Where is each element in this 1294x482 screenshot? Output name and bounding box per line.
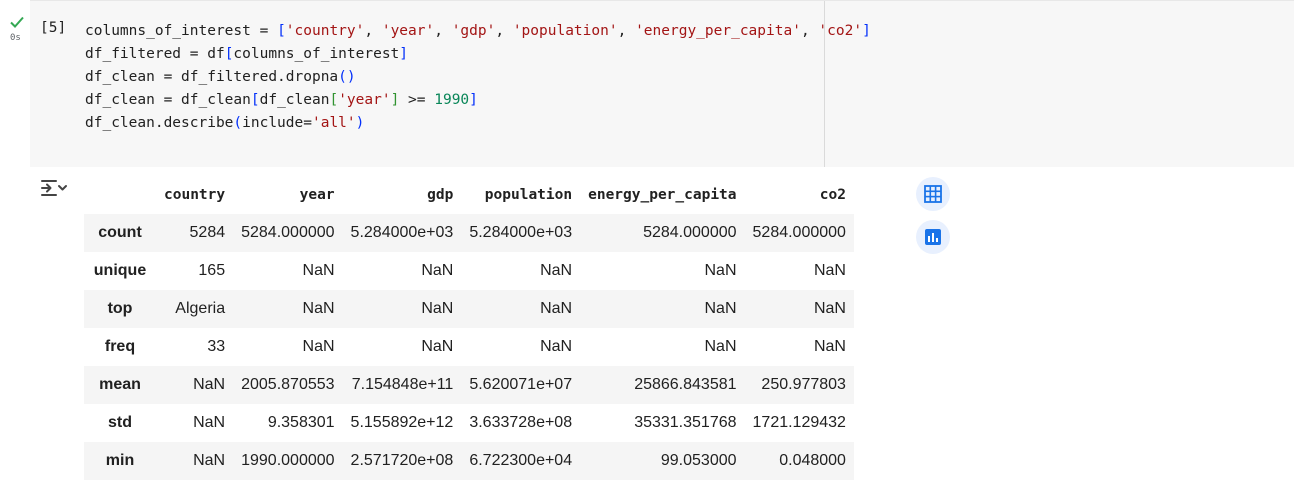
table-cell: 2005.870553 <box>241 376 335 393</box>
table-cell: NaN <box>193 452 226 469</box>
table-cell: NaN <box>193 414 226 431</box>
output-toggle-icon[interactable] <box>39 176 69 200</box>
table-row: std NaN 9.358301 5.155892e+12 3.633728e+… <box>84 404 854 442</box>
column-header: country <box>164 187 226 203</box>
code-line-5: df_clean.describe(include='all') <box>85 115 365 131</box>
table-cell: NaN <box>302 338 335 355</box>
table-cell: 6.722300e+04 <box>469 452 573 469</box>
column-header: gdp <box>427 187 454 203</box>
execution-count: [5] <box>40 20 67 36</box>
table-cell: NaN <box>421 262 454 279</box>
table-cell: 3.633728e+08 <box>469 414 573 431</box>
table-cell: 99.053000 <box>660 452 737 469</box>
row-label: count <box>98 224 142 241</box>
header-row: country year gdp population energy_per_c… <box>84 176 854 214</box>
check-icon <box>10 16 24 28</box>
row-label: std <box>108 414 132 431</box>
column-header: co2 <box>819 187 846 203</box>
table-cell: NaN <box>704 338 737 355</box>
table-cell: 0.048000 <box>779 452 846 469</box>
table-cell: 5.155892e+12 <box>350 414 454 431</box>
column-header: energy_per_capita <box>588 187 737 203</box>
table-cell: NaN <box>421 300 454 317</box>
table-cell: NaN <box>540 262 573 279</box>
table-cell: NaN <box>421 338 454 355</box>
convert-to-interactive-table-button[interactable] <box>916 177 950 211</box>
code-line-4: df_clean = df_clean[df_clean['year'] >= … <box>85 92 478 108</box>
table-cell: 5.620071e+07 <box>469 376 573 393</box>
row-label: min <box>105 452 135 469</box>
table-cell: NaN <box>302 300 335 317</box>
table-row: top Algeria NaN NaN NaN NaN NaN <box>84 290 854 328</box>
row-label: mean <box>99 376 141 393</box>
row-label: freq <box>104 338 136 355</box>
table-row: unique 165 NaN NaN NaN NaN NaN <box>84 252 854 290</box>
table-cell: 5284.000000 <box>241 224 335 241</box>
table-cell: 1721.129432 <box>752 414 846 431</box>
table-cell: NaN <box>704 262 737 279</box>
table-cell: 33 <box>207 338 226 355</box>
suggest-charts-button[interactable] <box>916 220 950 254</box>
table-cell: Algeria <box>175 300 226 317</box>
table-cell: 1990.000000 <box>241 452 335 469</box>
table-cell: 7.154848e+11 <box>351 376 454 393</box>
table-cell: NaN <box>540 300 573 317</box>
table-cell: NaN <box>813 262 846 279</box>
table-cell: NaN <box>813 300 846 317</box>
table-cell: NaN <box>540 338 573 355</box>
line-length-ruler <box>824 1 825 167</box>
table-cell: NaN <box>704 300 737 317</box>
code-line-3: df_clean = df_filtered.dropna() <box>85 69 356 85</box>
dataframe-output: country year gdp population energy_per_c… <box>84 176 854 480</box>
table-cell: 5284.000000 <box>643 224 737 241</box>
table-cell: 5.284000e+03 <box>350 224 454 241</box>
table-cell: 165 <box>198 262 226 279</box>
table-row: min NaN 1990.000000 2.571720e+08 6.72230… <box>84 442 854 480</box>
table-row: freq 33 NaN NaN NaN NaN NaN <box>84 328 854 366</box>
code-line-2: df_filtered = df[columns_of_interest] <box>85 46 409 62</box>
table-cell: NaN <box>302 262 335 279</box>
table-cell: 9.358301 <box>267 414 335 431</box>
row-label: unique <box>93 262 147 279</box>
code-editor[interactable]: columns_of_interest = ['country', 'year'… <box>85 20 871 135</box>
table-row: mean NaN 2005.870553 7.154848e+11 5.6200… <box>84 366 854 404</box>
column-header: population <box>484 187 573 203</box>
code-line-1: columns_of_interest = ['country', 'year'… <box>85 23 871 39</box>
table-cell: 5284.000000 <box>752 224 846 241</box>
table-cell: 250.977803 <box>761 376 846 393</box>
index-header <box>84 176 156 214</box>
row-label: top <box>107 300 133 317</box>
table-cell: 35331.351768 <box>634 414 737 431</box>
cell-gutter: 0s <box>0 0 30 170</box>
run-time: 0s <box>10 33 21 43</box>
table-cell: 25866.843581 <box>634 376 737 393</box>
table-cell: NaN <box>193 376 226 393</box>
table-icon <box>924 185 942 203</box>
table-cell: 2.571720e+08 <box>350 452 454 469</box>
table-row: count 5284 5284.000000 5.284000e+03 5.28… <box>84 214 854 252</box>
code-cell[interactable]: [5] columns_of_interest = ['country', 'y… <box>30 0 1294 167</box>
table-cell: NaN <box>813 338 846 355</box>
table-cell: 5.284000e+03 <box>469 224 573 241</box>
column-header: year <box>299 187 335 203</box>
table-cell: 5284 <box>189 224 226 241</box>
chart-icon <box>925 229 941 245</box>
